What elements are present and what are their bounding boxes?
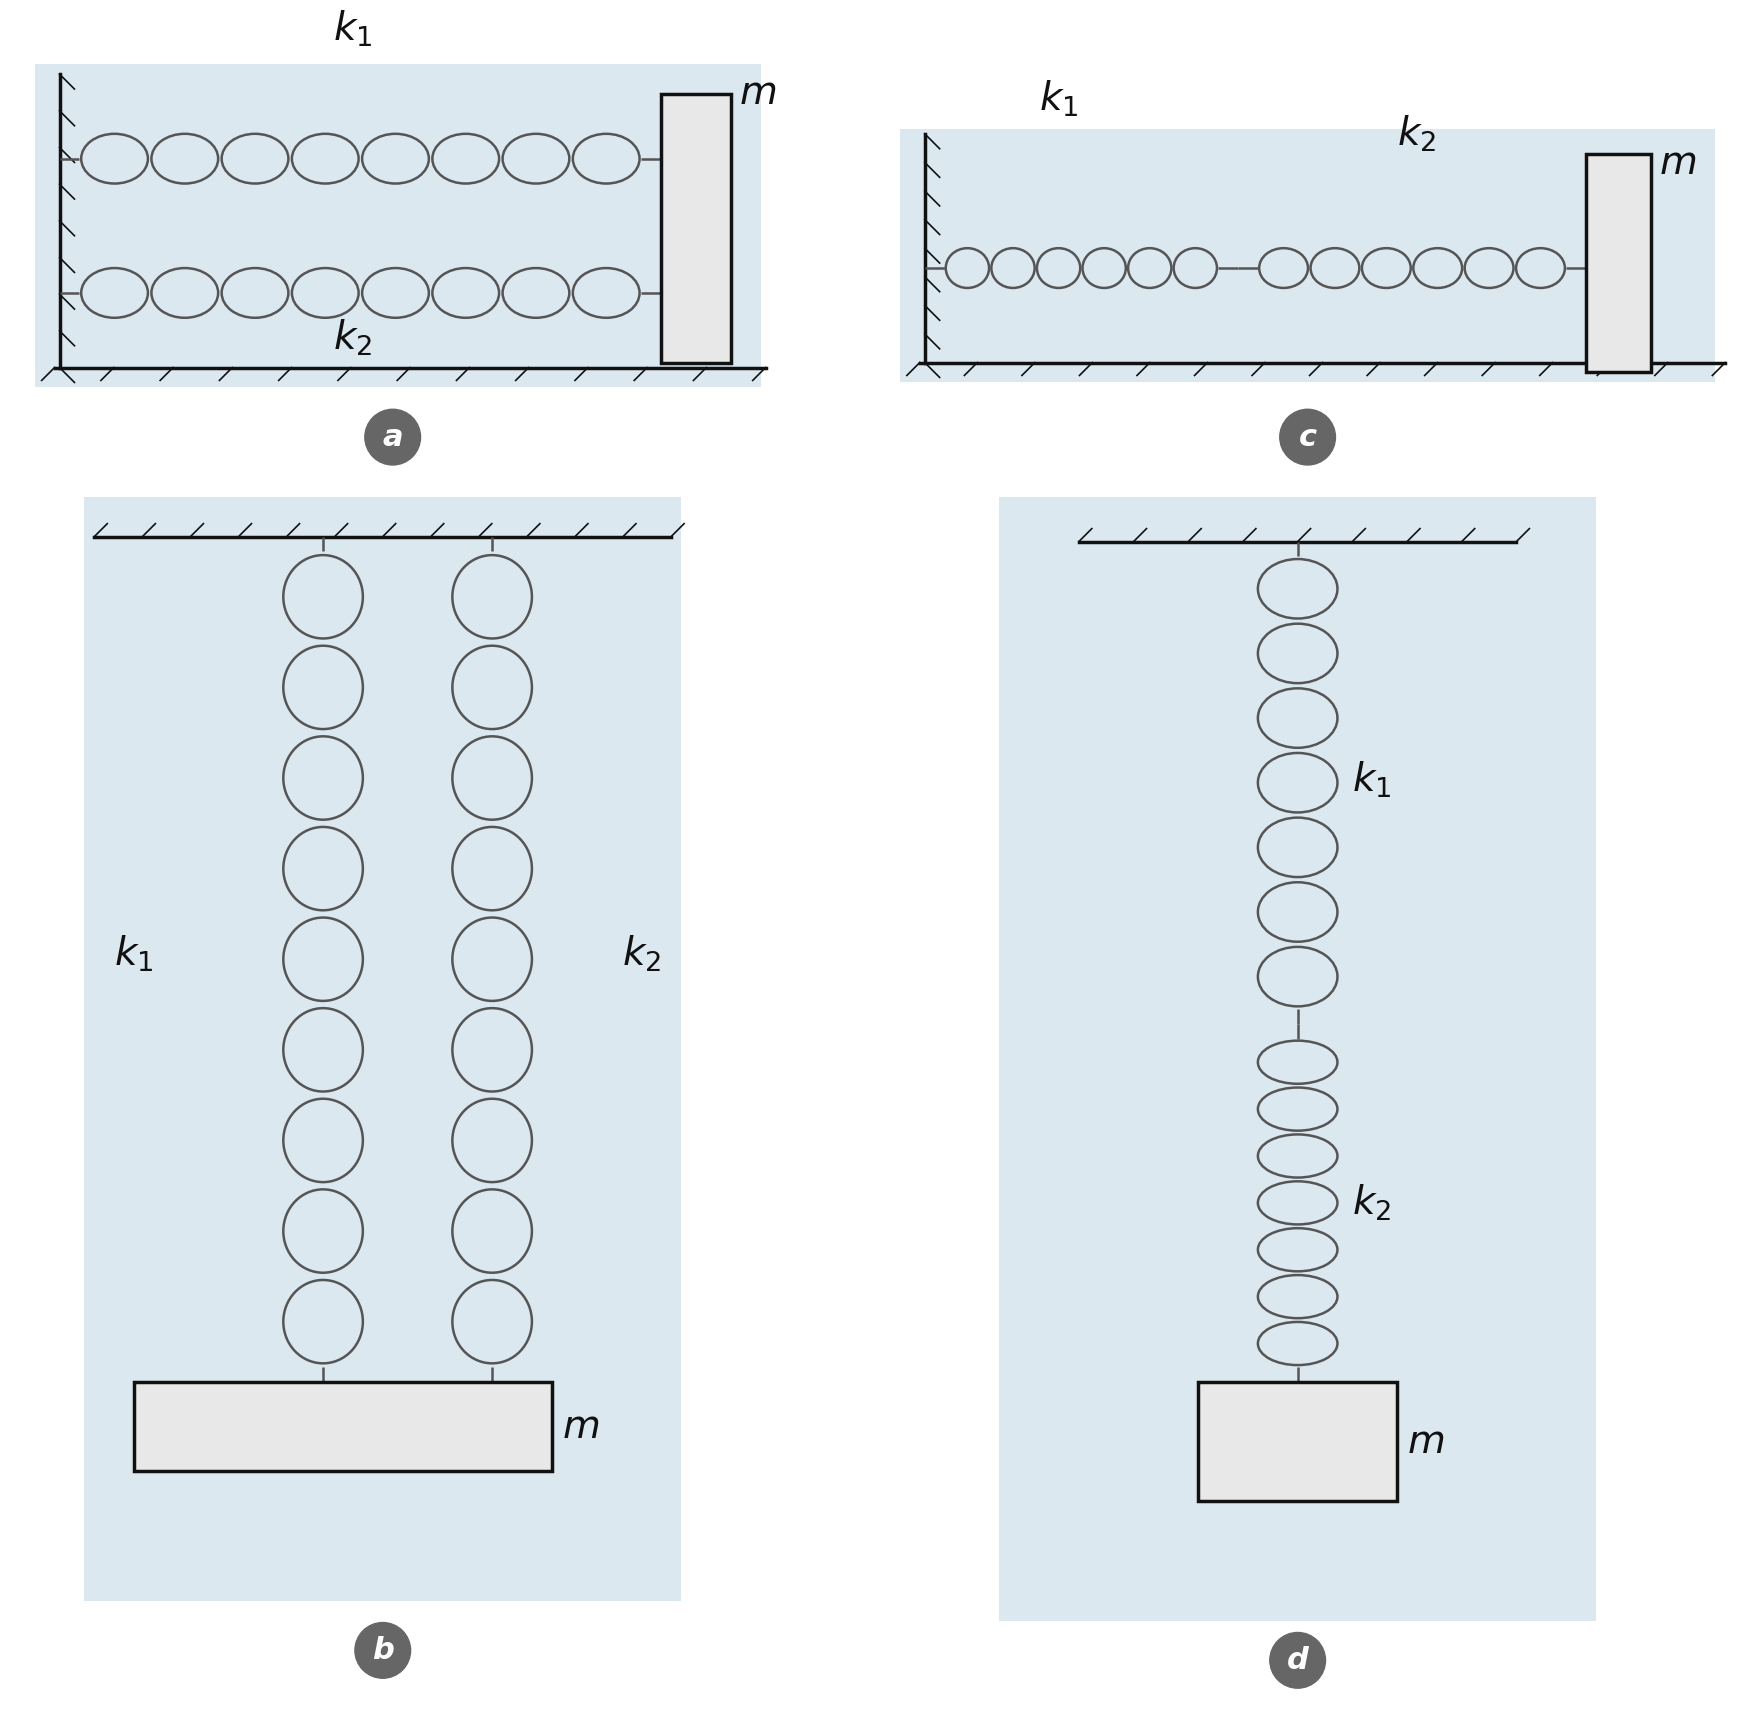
Text: b: b bbox=[372, 1636, 393, 1666]
Circle shape bbox=[365, 409, 419, 464]
Bar bbox=[999, 497, 1595, 1621]
Bar bbox=[662, 95, 730, 363]
Text: $m$: $m$ bbox=[562, 1408, 598, 1446]
Bar bbox=[899, 129, 1715, 382]
Bar bbox=[84, 497, 681, 1600]
Bar bbox=[1585, 153, 1650, 373]
Text: $k_1$: $k_1$ bbox=[114, 933, 153, 975]
Text: $k_2$: $k_2$ bbox=[333, 318, 372, 358]
Text: $m$: $m$ bbox=[1406, 1423, 1443, 1461]
Text: $m$: $m$ bbox=[739, 74, 776, 112]
Text: d: d bbox=[1286, 1645, 1307, 1674]
Circle shape bbox=[1279, 409, 1336, 464]
Circle shape bbox=[355, 1623, 411, 1678]
Text: $k_2$: $k_2$ bbox=[1397, 113, 1436, 153]
Text: $k_1$: $k_1$ bbox=[1351, 760, 1392, 801]
Text: $k_2$: $k_2$ bbox=[1351, 1183, 1390, 1222]
Text: $k_1$: $k_1$ bbox=[1039, 79, 1078, 119]
Bar bbox=[1197, 1382, 1397, 1501]
Bar bbox=[35, 64, 760, 387]
Bar bbox=[133, 1382, 551, 1471]
Text: a: a bbox=[383, 423, 404, 452]
Circle shape bbox=[1269, 1633, 1325, 1688]
Text: $m$: $m$ bbox=[1658, 144, 1695, 182]
Text: $k_2$: $k_2$ bbox=[621, 933, 662, 975]
Text: c: c bbox=[1297, 423, 1316, 452]
Text: $k_1$: $k_1$ bbox=[333, 9, 372, 50]
